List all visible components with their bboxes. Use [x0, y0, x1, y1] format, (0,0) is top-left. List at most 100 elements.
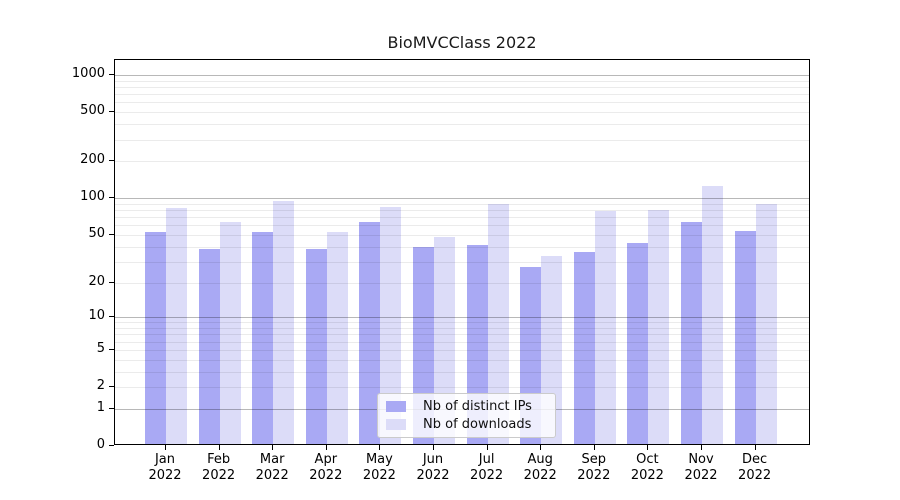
y-gridline-minor	[115, 102, 809, 104]
y-gridline-minor	[115, 80, 809, 82]
x-tick-year: 2022	[309, 468, 343, 483]
legend-item-distinct-ips: Nb of distinct IPs	[386, 399, 547, 414]
y-gridline-minor	[115, 203, 809, 205]
y-gridline-minor	[115, 234, 809, 236]
plot-area	[114, 59, 810, 445]
y-gridline-minor	[115, 124, 809, 126]
y-gridline-minor	[115, 282, 809, 284]
y-tick-mark	[109, 111, 114, 113]
bar-distinct-ips	[681, 222, 702, 444]
x-tick-mark	[754, 445, 756, 450]
y-tick-mark	[109, 386, 114, 387]
x-tick-label: Sep 2022	[562, 452, 626, 484]
x-tick-year: 2022	[577, 468, 611, 483]
legend-label-downloads: Nb of downloads	[423, 417, 532, 432]
x-tick-label: May 2022	[347, 452, 411, 484]
bar-distinct-ips	[198, 248, 220, 444]
bar-distinct-ips	[252, 231, 274, 444]
x-tick-year: 2022	[630, 468, 664, 483]
y-tick-label: 100	[80, 189, 105, 205]
bar-distinct-ips	[627, 243, 649, 444]
y-gridline-minor	[115, 322, 809, 324]
x-tick-year: 2022	[202, 468, 236, 483]
bar-distinct-ips	[573, 251, 595, 444]
y-gridline-minor	[115, 210, 809, 212]
y-tick-label: 0	[96, 437, 105, 452]
y-gridline-minor	[115, 341, 809, 343]
x-tick-label: Dec 2022	[723, 452, 787, 484]
x-tick-label: Jun 2022	[401, 452, 465, 484]
y-gridline-minor	[115, 334, 809, 336]
y-tick-mark	[109, 281, 114, 283]
x-tick-label: Mar 2022	[240, 452, 304, 484]
bar-distinct-ips	[359, 221, 381, 444]
y-gridline-minor	[115, 161, 809, 163]
legend-label-distinct-ips: Nb of distinct IPs	[423, 399, 532, 414]
y-gridline-minor	[115, 261, 809, 263]
chart-title: BioMVCClass 2022	[387, 33, 537, 52]
x-tick-mark	[218, 445, 220, 450]
bar-distinct-ips	[305, 248, 327, 444]
x-tick-year: 2022	[738, 468, 772, 483]
y-gridline-minor	[115, 246, 809, 248]
y-tick-label: 50	[88, 225, 105, 241]
y-tick-label: 500	[80, 103, 105, 119]
x-tick-year: 2022	[255, 468, 289, 483]
y-tick-mark	[109, 233, 114, 235]
y-tick-mark	[109, 197, 114, 199]
x-tick-mark	[433, 445, 434, 450]
y-tick-label: 10	[88, 308, 105, 324]
y-gridline-minor	[115, 387, 809, 388]
legend-swatch-distinct-ips	[386, 401, 406, 412]
x-tick-label: Feb 2022	[187, 452, 251, 484]
y-gridline-minor	[115, 225, 809, 227]
y-tick-label: 5	[96, 340, 105, 356]
bar-downloads	[219, 221, 241, 444]
x-tick-label: Oct 2022	[615, 452, 679, 484]
bar-downloads	[166, 208, 187, 444]
y-gridline-major	[115, 74, 809, 76]
x-tick-mark	[165, 445, 166, 450]
y-tick-label: 1	[96, 399, 105, 415]
x-tick-mark	[647, 445, 649, 450]
y-tick-mark	[109, 445, 114, 446]
y-gridline-minor	[115, 371, 809, 373]
bar-downloads	[273, 200, 295, 444]
x-tick-label: Aug 2022	[508, 452, 572, 484]
x-tick-mark	[486, 445, 488, 450]
y-gridline-major	[115, 317, 809, 319]
bar-downloads	[487, 204, 509, 444]
y-tick-label: 1000	[71, 65, 105, 81]
bar-distinct-ips	[734, 230, 756, 444]
bar-downloads	[702, 186, 723, 444]
x-tick-label: Jan 2022	[133, 452, 197, 484]
legend-swatch-downloads	[386, 419, 406, 430]
y-gridline-minor	[115, 328, 809, 329]
y-gridline-minor	[115, 139, 809, 141]
y-tick-mark	[109, 348, 114, 350]
x-tick-year: 2022	[523, 468, 557, 483]
y-tick-mark	[109, 160, 114, 162]
x-tick-label: Apr 2022	[294, 452, 358, 484]
y-tick-mark	[109, 73, 114, 75]
x-tick-year: 2022	[362, 468, 396, 483]
x-tick-year: 2022	[684, 468, 718, 483]
x-tick-mark	[272, 445, 274, 450]
y-gridline-minor	[115, 359, 809, 361]
x-tick-year: 2022	[416, 468, 450, 483]
y-gridline-minor	[115, 112, 809, 114]
bar-downloads	[326, 231, 348, 444]
bar-distinct-ips	[145, 231, 166, 444]
y-gridline-minor	[115, 349, 809, 351]
bar-downloads	[434, 237, 455, 444]
legend: Nb of distinct IPs Nb of downloads	[377, 393, 556, 438]
x-tick-mark	[325, 445, 327, 450]
y-tick-label: 20	[88, 273, 105, 289]
x-tick-mark	[379, 445, 381, 450]
y-gridline-minor	[115, 217, 809, 219]
y-tick-mark	[109, 316, 114, 318]
x-tick-year: 2022	[148, 468, 182, 483]
y-gridline-minor	[115, 86, 809, 88]
bar-downloads	[380, 206, 402, 444]
y-tick-label: 200	[80, 152, 105, 168]
